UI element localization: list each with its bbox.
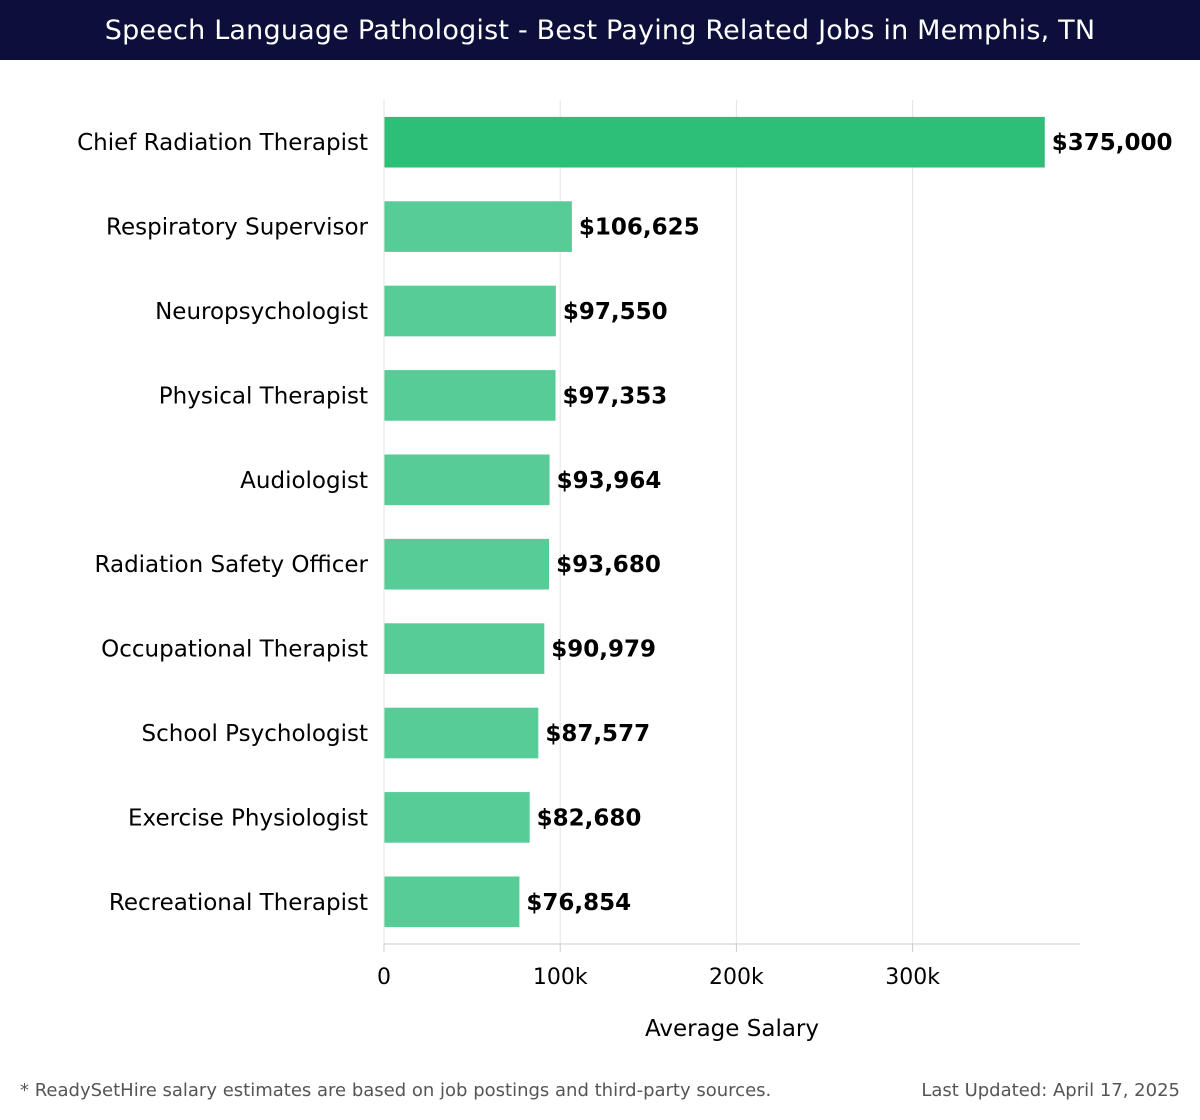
- bar: [384, 454, 550, 506]
- axes: 0 100k 200k 300k Chief Radiation Therapist Re…: [77, 100, 1080, 990]
- bar: [384, 538, 550, 590]
- category-label: Audiologist: [240, 468, 368, 494]
- category-label: Respiratory Supervisor: [106, 215, 369, 241]
- footer-note: * ReadySetHire salary estimates are base…: [20, 1080, 772, 1101]
- category-label: Occupational Therapist: [101, 637, 368, 663]
- bar: [384, 201, 572, 252]
- category-label: Radiation Safety Officer: [95, 552, 369, 578]
- x-axis-label: Average Salary: [645, 1016, 819, 1042]
- category-label: School Psychologist: [142, 721, 368, 747]
- last-updated: Last Updated: April 17, 2025: [921, 1080, 1180, 1101]
- category-label: Neuropsychologist: [155, 299, 368, 325]
- bar: [384, 623, 545, 674]
- value-label: $87,577: [545, 721, 650, 747]
- value-label: $76,854: [526, 890, 631, 916]
- value-label: $97,353: [563, 383, 668, 409]
- x-tick-label: 100k: [533, 965, 588, 990]
- salary-bar-chart: $375,000 $106,625 $97,550 $97,353 $93,964 $93…: [77, 100, 1173, 1042]
- chart-header: Speech Language Pathologist - Best Payin…: [0, 0, 1200, 60]
- category-label: Recreational Therapist: [109, 890, 368, 916]
- value-label: $375,000: [1052, 130, 1173, 156]
- value-label: $90,979: [551, 637, 656, 663]
- category-label: Chief Radiation Therapist: [77, 130, 368, 156]
- value-label: $97,550: [563, 299, 668, 325]
- category-label: Exercise Physiologist: [128, 805, 368, 831]
- bar: [384, 285, 556, 337]
- chart-title: Speech Language Pathologist - Best Payin…: [104, 14, 1096, 46]
- bar: [384, 116, 1045, 168]
- x-tick-label: 300k: [885, 965, 940, 990]
- bar: [384, 707, 539, 759]
- bar: [384, 792, 530, 843]
- category-label: Physical Therapist: [159, 383, 368, 409]
- value-label: $93,964: [557, 468, 662, 494]
- value-label: $82,680: [537, 805, 642, 831]
- x-tick-label: 200k: [709, 965, 764, 990]
- bar: [384, 370, 556, 421]
- bars: $375,000 $106,625 $97,550 $97,353 $93,964 $93…: [384, 116, 1173, 928]
- value-label: $106,625: [579, 215, 700, 241]
- value-label: $93,680: [556, 552, 661, 578]
- bar: [384, 876, 520, 928]
- x-tick-label: 0: [377, 965, 391, 990]
